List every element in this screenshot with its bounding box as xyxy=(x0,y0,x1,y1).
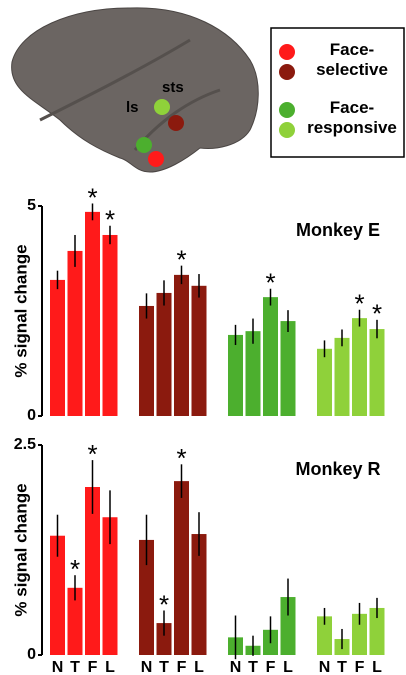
bar xyxy=(335,338,350,416)
legend-swatch xyxy=(279,64,295,80)
bar xyxy=(263,297,278,416)
significance-marker: * xyxy=(70,554,80,584)
bar xyxy=(157,293,172,416)
x-tick-label: F xyxy=(177,659,187,675)
roi-dot xyxy=(136,137,152,153)
x-tick-label: L xyxy=(194,659,204,675)
y-axis-label: % signal change xyxy=(11,483,30,616)
x-tick-label: L xyxy=(283,659,293,675)
bar xyxy=(192,286,207,416)
figure: ls sts 0 5 % signal change Monkey E * * * * * * 0 2… xyxy=(0,0,406,675)
x-tick-label: N xyxy=(230,659,242,675)
legend-label: Face-selective xyxy=(306,40,398,80)
roi-dot xyxy=(168,115,184,131)
y-tick-label: 5 xyxy=(27,197,36,214)
brain-label: ls xyxy=(126,99,139,116)
bar xyxy=(352,318,367,416)
bar xyxy=(174,275,189,416)
x-tick-label: T xyxy=(70,659,80,675)
bar xyxy=(85,212,100,416)
legend-swatch xyxy=(279,122,295,138)
significance-marker: * xyxy=(176,245,186,275)
brain-surface xyxy=(12,8,259,172)
x-tick-label: L xyxy=(105,659,115,675)
x-tick-label: T xyxy=(159,659,169,675)
legend-swatch xyxy=(279,44,295,60)
chart-title: Monkey E xyxy=(296,220,380,240)
x-tick-label: T xyxy=(248,659,258,675)
bar xyxy=(174,481,189,655)
significance-marker: * xyxy=(105,205,115,235)
x-tick-label: F xyxy=(88,659,98,675)
legend-swatch xyxy=(279,102,295,118)
significance-marker: * xyxy=(159,589,169,619)
bar xyxy=(246,331,261,416)
bar xyxy=(317,349,332,416)
significance-marker: * xyxy=(265,268,275,298)
significance-marker: * xyxy=(176,443,186,473)
bar xyxy=(68,251,83,416)
x-tick-label: N xyxy=(52,659,64,675)
x-tick-label: N xyxy=(141,659,153,675)
x-tick-label: F xyxy=(355,659,365,675)
bar xyxy=(281,321,296,416)
chart-title: Monkey R xyxy=(295,459,380,479)
bar xyxy=(228,335,243,416)
legend-label: Face-responsive xyxy=(306,98,398,138)
significance-marker: * xyxy=(372,299,382,329)
roi-dot xyxy=(154,99,170,115)
significance-marker: * xyxy=(87,439,97,469)
significance-marker: * xyxy=(87,182,97,212)
x-tick-label: L xyxy=(372,659,382,675)
y-tick-label: 0 xyxy=(27,646,36,663)
brain-label: sts xyxy=(162,79,184,96)
roi-dot xyxy=(148,151,164,167)
x-tick-label: N xyxy=(319,659,331,675)
y-axis-label: % signal change xyxy=(11,244,30,377)
x-tick-label: T xyxy=(337,659,347,675)
x-tick-label: F xyxy=(266,659,276,675)
y-tick-label: 2.5 xyxy=(14,436,36,453)
significance-marker: * xyxy=(354,289,364,319)
y-tick-label: 0 xyxy=(27,407,36,424)
bar xyxy=(103,235,118,416)
bar xyxy=(370,329,385,416)
bar xyxy=(50,280,65,416)
bar xyxy=(139,306,154,416)
